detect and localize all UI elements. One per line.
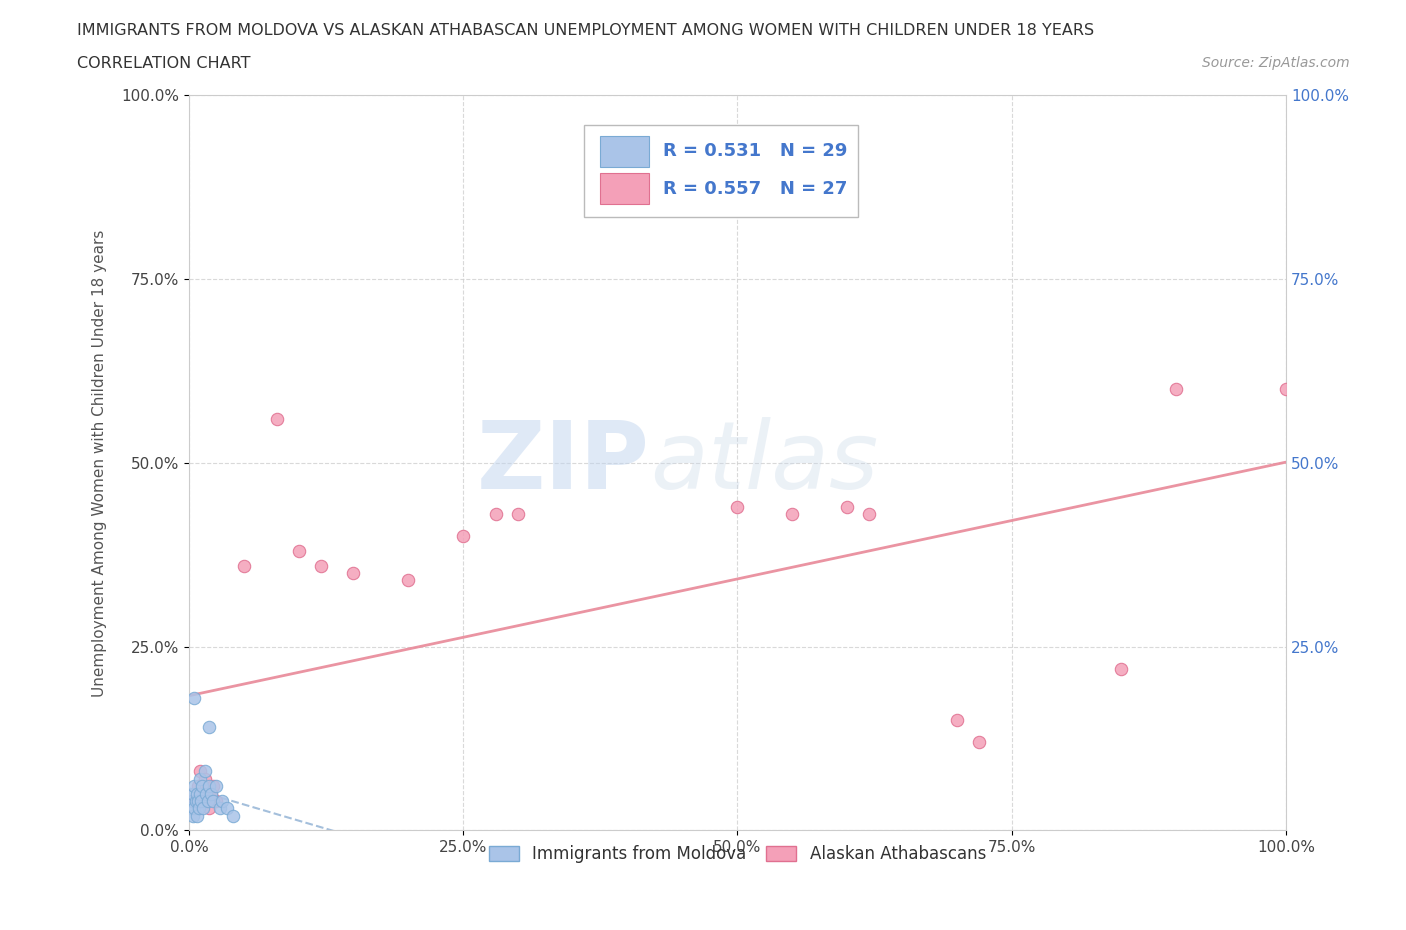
Point bbox=[208, 801, 231, 816]
Point bbox=[197, 720, 219, 735]
Point bbox=[506, 507, 529, 522]
FancyBboxPatch shape bbox=[600, 173, 648, 205]
Point bbox=[309, 558, 332, 573]
Point bbox=[205, 793, 228, 808]
Point bbox=[1111, 661, 1133, 676]
Point bbox=[211, 793, 233, 808]
Text: IMMIGRANTS FROM MOLDOVA VS ALASKAN ATHABASCAN UNEMPLOYMENT AMONG WOMEN WITH CHIL: IMMIGRANTS FROM MOLDOVA VS ALASKAN ATHAB… bbox=[77, 23, 1094, 38]
Point bbox=[183, 691, 205, 706]
Point bbox=[194, 764, 217, 779]
Point bbox=[200, 786, 222, 801]
Point bbox=[967, 735, 990, 750]
Text: Source: ZipAtlas.com: Source: ZipAtlas.com bbox=[1202, 56, 1350, 70]
Point bbox=[186, 808, 208, 823]
Point bbox=[188, 771, 211, 786]
Legend: Immigrants from Moldova, Alaskan Athabascans: Immigrants from Moldova, Alaskan Athabas… bbox=[482, 838, 993, 870]
Point bbox=[187, 778, 209, 793]
Point bbox=[342, 565, 364, 580]
FancyBboxPatch shape bbox=[600, 136, 648, 166]
Point bbox=[202, 793, 225, 808]
Point bbox=[451, 529, 474, 544]
Point bbox=[202, 778, 225, 793]
Text: atlas: atlas bbox=[650, 418, 877, 509]
Point bbox=[837, 499, 859, 514]
Point bbox=[191, 786, 214, 801]
Point bbox=[183, 793, 205, 808]
Point bbox=[727, 499, 749, 514]
Point bbox=[1166, 382, 1188, 397]
Text: R = 0.531   N = 29: R = 0.531 N = 29 bbox=[662, 142, 848, 160]
Point bbox=[180, 801, 202, 816]
Point bbox=[184, 793, 207, 808]
Point bbox=[197, 778, 219, 793]
Point bbox=[266, 411, 288, 426]
Point bbox=[195, 786, 218, 801]
Point bbox=[197, 793, 219, 808]
Point bbox=[183, 808, 205, 823]
Point bbox=[187, 793, 209, 808]
Point bbox=[287, 544, 309, 559]
Text: R = 0.557   N = 27: R = 0.557 N = 27 bbox=[662, 179, 848, 198]
Point bbox=[191, 778, 214, 793]
Point bbox=[183, 778, 205, 793]
FancyBboxPatch shape bbox=[583, 125, 858, 217]
Point bbox=[186, 786, 208, 801]
Text: ZIP: ZIP bbox=[477, 417, 650, 509]
Point bbox=[217, 801, 239, 816]
Point bbox=[197, 801, 219, 816]
Point bbox=[858, 507, 880, 522]
Point bbox=[183, 801, 205, 816]
Point bbox=[193, 801, 215, 816]
Point bbox=[205, 778, 228, 793]
Point bbox=[222, 808, 245, 823]
Point bbox=[194, 771, 217, 786]
Point bbox=[782, 507, 804, 522]
Point bbox=[946, 712, 969, 727]
Point bbox=[396, 573, 419, 588]
Point bbox=[232, 558, 254, 573]
Text: CORRELATION CHART: CORRELATION CHART bbox=[77, 56, 250, 71]
Point bbox=[190, 793, 212, 808]
Point bbox=[200, 786, 222, 801]
Point bbox=[187, 801, 209, 816]
Point bbox=[188, 764, 211, 779]
Point bbox=[188, 786, 211, 801]
Point bbox=[181, 793, 204, 808]
Y-axis label: Unemployment Among Women with Children Under 18 years: Unemployment Among Women with Children U… bbox=[93, 229, 107, 697]
Point bbox=[183, 786, 205, 801]
Point bbox=[485, 507, 508, 522]
Point bbox=[1275, 382, 1298, 397]
